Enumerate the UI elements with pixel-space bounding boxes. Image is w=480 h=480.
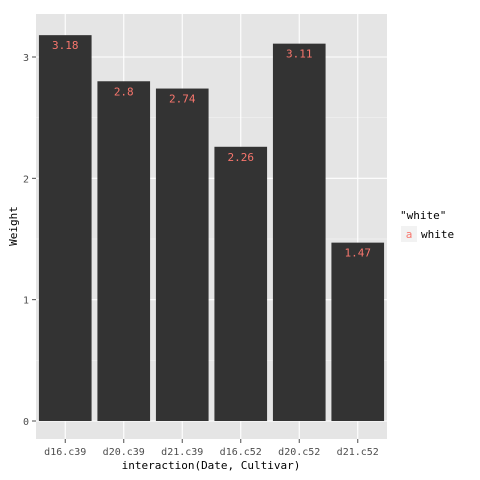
y-tick-label: 1 bbox=[23, 296, 29, 307]
bar-d21.c39 bbox=[155, 88, 209, 422]
y-tick-label: 0 bbox=[23, 417, 29, 428]
x-tick-label-d16.c52: d16.c52 bbox=[220, 447, 262, 458]
y-axis-title: Weight bbox=[7, 206, 20, 246]
bar-d20.c52 bbox=[272, 43, 326, 422]
x-tick-label-d16.c39: d16.c39 bbox=[44, 447, 86, 458]
y-tick-label: 3 bbox=[23, 53, 29, 64]
legend-title: "white" bbox=[400, 209, 446, 222]
data-label-d16.c52: 2.26 bbox=[228, 151, 255, 164]
data-label-d21.c52: 1.47 bbox=[345, 247, 372, 260]
x-axis-title: interaction(Date, Cultivar) bbox=[122, 459, 301, 472]
data-labels: 3.18 2.8 2.74 2.26 3.11 1.47 bbox=[52, 39, 371, 259]
bar-d21.c52 bbox=[331, 242, 385, 421]
data-label-d20.c52: 3.11 bbox=[286, 48, 313, 61]
legend-key bbox=[401, 226, 417, 242]
plot-panel bbox=[36, 14, 387, 439]
y-tick-label: 2 bbox=[23, 174, 29, 185]
legend: "white" a white bbox=[400, 209, 454, 242]
data-label-d20.c39: 2.8 bbox=[114, 85, 134, 98]
legend-label: white bbox=[421, 228, 454, 241]
data-label-d16.c39: 3.18 bbox=[52, 39, 79, 52]
x-tick-label-d20.c52: d20.c52 bbox=[278, 447, 320, 458]
data-label-d21.c39: 2.74 bbox=[169, 93, 196, 106]
legend-key-glyph: a bbox=[406, 228, 413, 241]
x-axis: d16.c39 d20.c39 d21.c39 d16.c52 d20.c52 d21.c… bbox=[44, 439, 379, 458]
minor-gridlines bbox=[36, 117, 387, 361]
bars bbox=[38, 35, 385, 422]
y-axis: 0 1 2 3 bbox=[23, 53, 36, 428]
bar-d16.c52 bbox=[214, 146, 268, 421]
x-tick-label-d21.c52: d21.c52 bbox=[337, 447, 379, 458]
bar-d16.c39 bbox=[38, 35, 92, 421]
bar-d20.c39 bbox=[97, 81, 151, 422]
x-tick-label-d20.c39: d20.c39 bbox=[103, 447, 145, 458]
x-tick-label-d21.c39: d21.c39 bbox=[161, 447, 203, 458]
